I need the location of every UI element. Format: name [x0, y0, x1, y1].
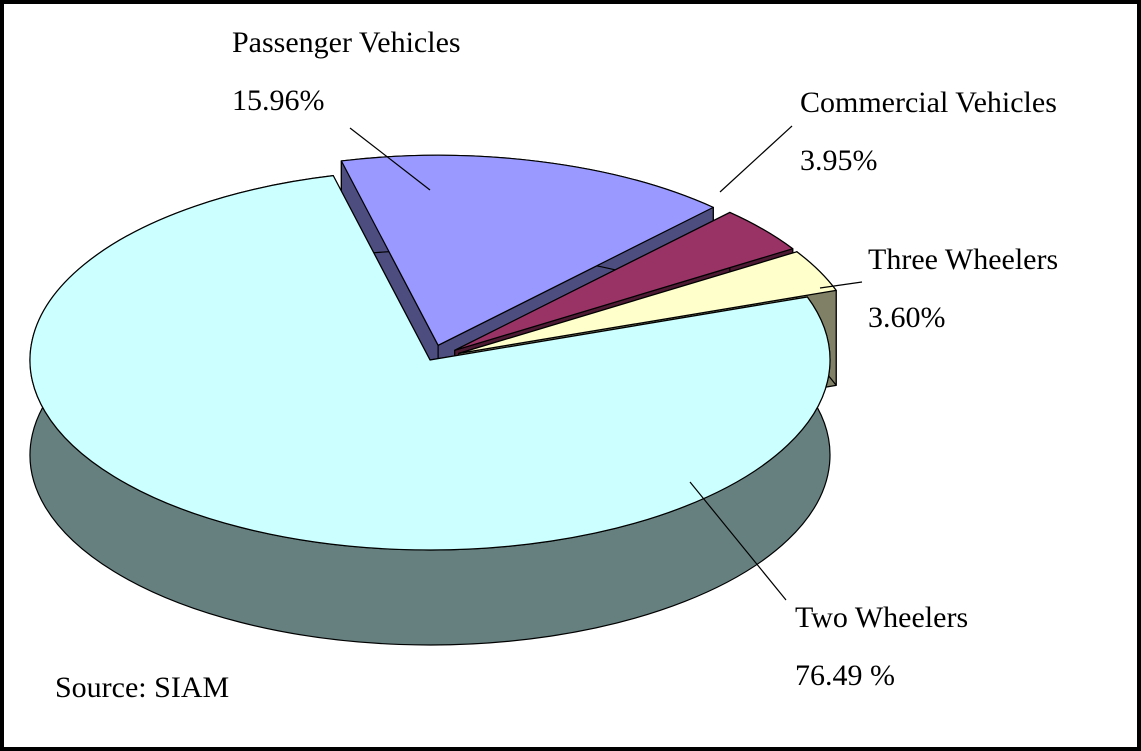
value-label: 15.96% [232, 84, 325, 117]
slice [340, 154, 714, 346]
category-label: Three Wheelers [868, 243, 1058, 276]
leader-line [719, 125, 793, 193]
value-label: 3.60% [868, 301, 946, 334]
slice [29, 175, 831, 551]
slice [458, 251, 837, 354]
leader-line [819, 281, 863, 289]
value-label: 76.49 % [795, 659, 895, 692]
leader-line [349, 127, 431, 191]
leader-line [689, 481, 787, 601]
pie [29, 154, 837, 646]
labels: Two Wheelers 76.49 % Passenger Vehicles 15.… [232, 26, 1058, 692]
category-label: Commercial Vehicles [800, 86, 1057, 119]
category-label: Passenger Vehicles [232, 26, 461, 59]
slice [454, 211, 794, 351]
source-note: Source: SIAM [55, 671, 229, 704]
value-label: 3.95% [800, 144, 878, 177]
category-label: Two Wheelers [795, 601, 968, 634]
leader-lines [349, 125, 863, 601]
